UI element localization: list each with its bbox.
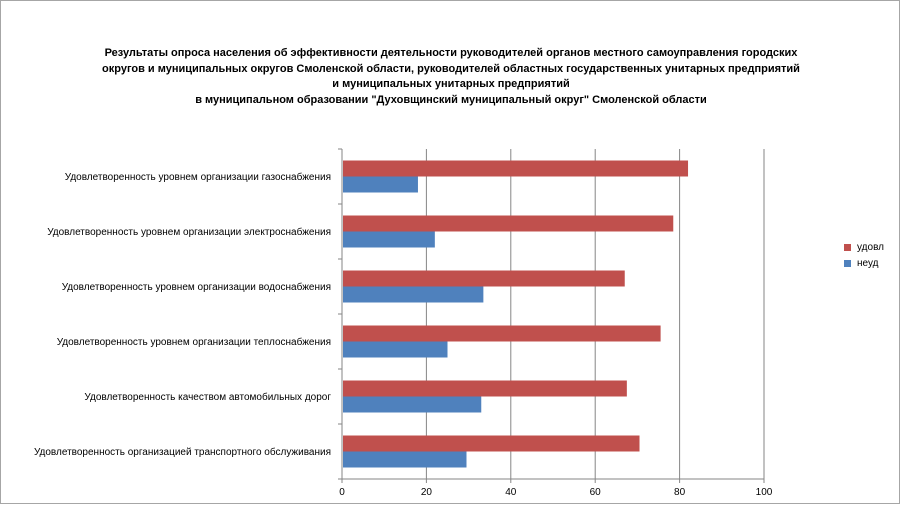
- title-line-1: Результаты опроса населения об эффективн…: [104, 47, 798, 59]
- x-tick-label-20: 20: [421, 487, 433, 498]
- x-tick-label-100: 100: [756, 487, 773, 498]
- x-tick-label-0: 0: [339, 487, 345, 498]
- bar-udovl-4: [343, 325, 661, 342]
- bar-neud-5: [343, 396, 482, 413]
- bar-neud-4: [343, 341, 448, 358]
- category-label-2: Удовлетворенность уровнем организации эл…: [47, 226, 331, 238]
- legend-label-neud: неуд: [857, 257, 879, 269]
- bar-udovl-1: [343, 160, 689, 177]
- bar-udovl-6: [343, 435, 640, 452]
- bar-neud-1: [343, 176, 418, 193]
- category-label-5: Удовлетворенность качеством автомобильны…: [84, 391, 331, 403]
- x-tick-label-40: 40: [505, 487, 517, 498]
- category-label-4: Удовлетворенность уровнем организации те…: [57, 336, 331, 348]
- legend-label-udovl: удовл: [857, 241, 884, 253]
- legend-item-udovl: удовл: [844, 239, 884, 255]
- x-tick-label-60: 60: [590, 487, 602, 498]
- legend-swatch-neud: [844, 259, 851, 267]
- chart-title: Результаты опроса населения об эффективн…: [41, 46, 861, 108]
- title-line-2: округов и муниципальных округов Смоленск…: [102, 62, 800, 75]
- title-line-3: и муниципальных унитарных предприятий: [332, 78, 570, 90]
- title-line-4: в муниципальном образовании "Духовщински…: [195, 93, 707, 106]
- bar-udovl-2: [343, 215, 674, 232]
- bar-neud-2: [343, 231, 435, 248]
- bar-neud-6: [343, 451, 467, 468]
- x-tick-label-80: 80: [674, 487, 686, 498]
- bar-udovl-5: [343, 380, 627, 397]
- category-label-6: Удовлетворенность организацией транспорт…: [34, 446, 331, 458]
- legend-item-neud: неуд: [844, 255, 884, 271]
- legend: удовл неуд: [844, 239, 884, 271]
- legend-swatch-udovl: [844, 243, 851, 251]
- category-label-3: Удовлетворенность уровнем организации во…: [62, 281, 331, 293]
- bar-neud-3: [343, 286, 484, 303]
- bar-udovl-3: [343, 270, 625, 287]
- category-label-1: Удовлетворенность уровнем организации га…: [65, 171, 331, 183]
